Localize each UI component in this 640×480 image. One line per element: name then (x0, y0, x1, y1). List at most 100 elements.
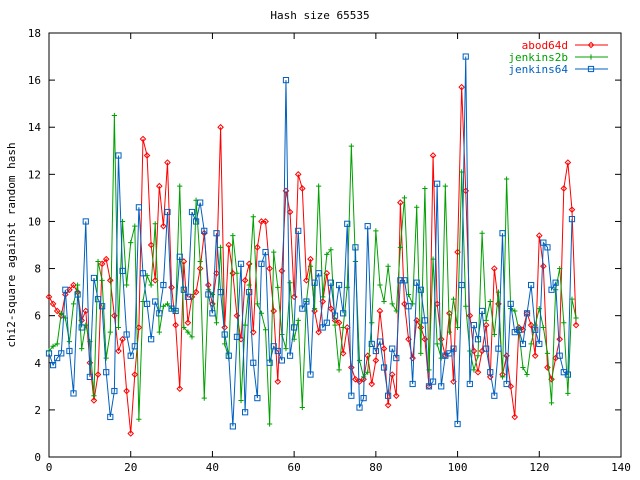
data-point (131, 371, 139, 378)
data-point (401, 300, 408, 308)
data-point (66, 338, 73, 345)
data-point (487, 298, 493, 305)
data-point (421, 335, 429, 343)
data-point (531, 352, 539, 360)
data-point (262, 327, 269, 333)
data-point (229, 423, 236, 430)
data-point (389, 301, 395, 307)
data-point (324, 251, 330, 258)
data-point (495, 345, 502, 352)
series-jenkins64 (45, 53, 576, 430)
data-point (188, 208, 196, 216)
data-point (356, 357, 363, 364)
data-point (107, 413, 114, 421)
data-point (335, 281, 343, 289)
x-axis-ticks: 0 20 40 60 80 100 120 140 (46, 33, 631, 474)
data-point (377, 282, 383, 288)
y-tick-label: 10 (28, 215, 41, 228)
chart-title: Hash size 65535 (270, 9, 369, 22)
data-point (450, 296, 457, 302)
data-point (246, 282, 252, 288)
data-point (373, 228, 379, 234)
data-point (364, 223, 371, 230)
data-point (548, 286, 555, 293)
data-point (307, 263, 314, 269)
data-point (62, 286, 69, 293)
data-point (463, 303, 469, 309)
data-point (482, 321, 490, 329)
data-point (343, 324, 351, 331)
data-point (311, 279, 318, 286)
data-point (560, 185, 568, 192)
data-point (176, 385, 184, 392)
data-point (479, 230, 485, 236)
data-point (139, 270, 147, 277)
data-point (319, 324, 326, 331)
data-point (458, 281, 465, 289)
data-point (82, 307, 90, 315)
data-point (176, 253, 183, 260)
data-point (50, 343, 56, 349)
data-point (348, 143, 354, 149)
data-point (45, 293, 53, 301)
data-point (164, 159, 171, 166)
data-point (385, 392, 392, 399)
data-point (503, 380, 510, 388)
data-point (446, 329, 452, 335)
data-point (287, 280, 293, 286)
data-point (556, 352, 563, 359)
data-point (504, 176, 510, 182)
data-point (225, 352, 232, 359)
data-point (454, 324, 461, 331)
data-point (499, 374, 506, 380)
data-point (291, 324, 298, 331)
data-point (376, 307, 384, 315)
y-tick-label: 0 (34, 451, 41, 464)
data-point (299, 305, 306, 312)
data-point (160, 303, 166, 309)
data-point (478, 307, 486, 315)
data-point (136, 416, 142, 422)
data-point (143, 300, 151, 307)
legend-label-jenkins64: jenkins64 (508, 63, 568, 76)
data-point (348, 392, 355, 399)
data-point (429, 152, 437, 159)
data-point (271, 249, 277, 255)
data-point (393, 308, 399, 314)
data-point (413, 279, 420, 286)
data-point (303, 277, 310, 284)
data-point (111, 112, 117, 119)
data-point (54, 341, 60, 347)
data-point (45, 350, 53, 357)
data-point (307, 255, 314, 263)
legend-label-jenkins2b: jenkins2b (508, 51, 568, 64)
data-point (111, 387, 118, 395)
data-point (421, 317, 428, 324)
data-point (160, 222, 167, 230)
data-point (218, 244, 224, 250)
data-point (197, 258, 203, 265)
data-point (102, 255, 110, 263)
data-point (336, 367, 342, 373)
data-point (217, 289, 224, 296)
data-point (528, 341, 534, 347)
data-point (397, 277, 404, 284)
data-point (491, 331, 497, 338)
data-point (262, 248, 269, 256)
data-point (156, 310, 163, 317)
data-point (389, 345, 396, 352)
data-point (544, 364, 551, 371)
data-point (189, 334, 195, 340)
x-tick-label: 140 (611, 461, 631, 474)
x-tick-label: 120 (529, 461, 549, 474)
data-point (229, 269, 237, 277)
data-point (270, 343, 277, 350)
data-point (75, 282, 81, 288)
data-point (124, 282, 130, 288)
data-point (181, 324, 187, 331)
data-point (180, 286, 187, 293)
data-point (49, 362, 57, 369)
